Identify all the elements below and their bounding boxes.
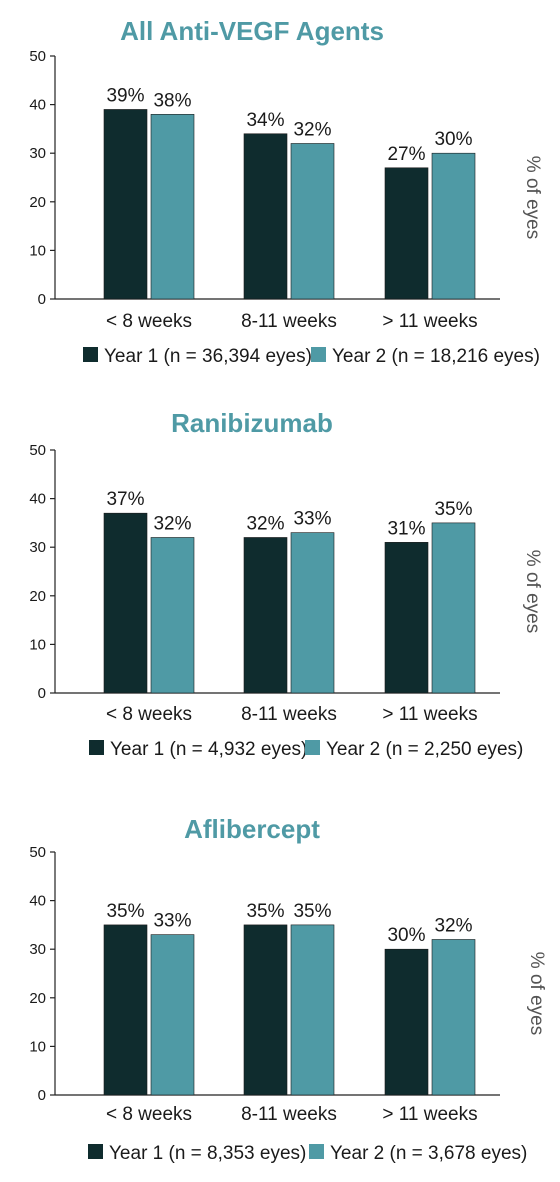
- data-label: 35%: [434, 499, 472, 520]
- legend-label-year2: Year 2 (n = 2,250 eyes): [326, 739, 523, 760]
- y-tick-label: 20: [29, 194, 46, 211]
- bar-year1: [384, 542, 429, 694]
- y-tick-label: 0: [38, 291, 46, 308]
- y-axis-title: % of eyes: [522, 156, 543, 239]
- data-label: 32%: [153, 513, 191, 534]
- x-tick-label: < 8 weeks: [106, 311, 192, 332]
- data-label: 33%: [293, 509, 331, 530]
- legend-swatch-year1: [83, 347, 98, 362]
- data-label: 39%: [106, 85, 144, 106]
- y-axis-title: % of eyes: [522, 550, 543, 633]
- x-tick-label: 8-11 weeks: [241, 1104, 337, 1125]
- x-tick-label: 8-11 weeks: [241, 311, 337, 332]
- legend-swatch-year2: [305, 740, 320, 755]
- chart-title: All Anti-VEGF Agents: [120, 16, 384, 46]
- y-tick-label: 0: [38, 1087, 46, 1104]
- y-tick-label: 50: [29, 442, 46, 459]
- data-label: 30%: [434, 129, 472, 150]
- x-tick-label: < 8 weeks: [106, 704, 192, 725]
- y-tick-label: 30: [29, 145, 46, 162]
- legend-swatch-year2: [309, 1144, 324, 1159]
- data-label: 32%: [246, 513, 284, 534]
- y-tick-label: 40: [29, 97, 46, 114]
- y-tick-label: 20: [29, 588, 46, 605]
- y-tick-label: 10: [29, 242, 46, 259]
- data-label: 32%: [434, 915, 472, 936]
- data-label: 31%: [387, 518, 425, 539]
- x-tick-label: 8-11 weeks: [241, 704, 337, 725]
- data-label: 35%: [106, 901, 144, 922]
- data-label: 35%: [293, 901, 331, 922]
- bar-year1: [103, 512, 148, 694]
- legend-label-year1: Year 1 (n = 8,353 eyes): [109, 1143, 306, 1164]
- chart-panel-3: Aflibercept 0 10 20 30 40 50 35% 33% < 8 weeks 35%…: [29, 814, 547, 1164]
- y-tick-label: 10: [29, 636, 46, 653]
- x-tick-label: > 11 weeks: [382, 1104, 477, 1125]
- y-tick-label: 30: [29, 539, 46, 556]
- y-tick-label: 50: [29, 844, 46, 861]
- data-label: 32%: [293, 119, 331, 140]
- bar-year1: [384, 948, 429, 1096]
- bar-year2: [290, 924, 335, 1096]
- data-label: 33%: [153, 911, 191, 932]
- data-label: 27%: [387, 144, 425, 165]
- bar-year2: [431, 152, 476, 300]
- chart-panel-2: Ranibizumab 0 10 20 30 40 50 37% 32% < 8 weeks 32%…: [29, 408, 543, 760]
- legend-swatch-year1: [88, 1144, 103, 1159]
- chart-panel-1: All Anti-VEGF Agents 0 10 20 30 40 50 39% 38% < 8…: [29, 16, 543, 367]
- x-tick-label: > 11 weeks: [382, 311, 477, 332]
- bar-year1: [103, 924, 148, 1096]
- y-tick-label: 40: [29, 893, 46, 910]
- y-tick-label: 50: [29, 48, 46, 65]
- legend-label-year2: Year 2 (n = 3,678 eyes): [330, 1143, 527, 1164]
- data-label: 37%: [106, 489, 144, 510]
- bar-year2: [431, 939, 476, 1096]
- y-tick-label: 0: [38, 685, 46, 702]
- bar-year1: [243, 924, 288, 1096]
- legend-label-year1: Year 1 (n = 4,932 eyes): [110, 739, 307, 760]
- bar-year1: [103, 109, 148, 300]
- bar-year1: [384, 167, 429, 300]
- legend-label-year1: Year 1 (n = 36,394 eyes): [104, 346, 312, 367]
- legend-swatch-year2: [311, 347, 326, 362]
- chart-title: Aflibercept: [184, 814, 320, 844]
- bar-year2: [150, 537, 195, 694]
- bar-year2: [431, 522, 476, 694]
- bar-year2: [150, 114, 195, 300]
- data-label: 34%: [246, 110, 284, 131]
- y-tick-label: 30: [29, 941, 46, 958]
- chart-title: Ranibizumab: [171, 408, 333, 438]
- y-tick-label: 20: [29, 990, 46, 1007]
- bar-year1: [243, 537, 288, 694]
- x-tick-label: > 11 weeks: [382, 704, 477, 725]
- legend-label-year2: Year 2 (n = 18,216 eyes): [332, 346, 540, 367]
- x-tick-label: < 8 weeks: [106, 1104, 192, 1125]
- bar-year2: [290, 532, 335, 694]
- data-label: 38%: [153, 90, 191, 111]
- y-tick-label: 40: [29, 491, 46, 508]
- data-label: 30%: [387, 925, 425, 946]
- y-axis-title: % of eyes: [526, 952, 547, 1035]
- bar-year1: [243, 133, 288, 300]
- bar-year2: [290, 143, 335, 300]
- data-label: 35%: [246, 901, 284, 922]
- y-tick-label: 10: [29, 1038, 46, 1055]
- legend-swatch-year1: [89, 740, 104, 755]
- bar-year2: [150, 934, 195, 1096]
